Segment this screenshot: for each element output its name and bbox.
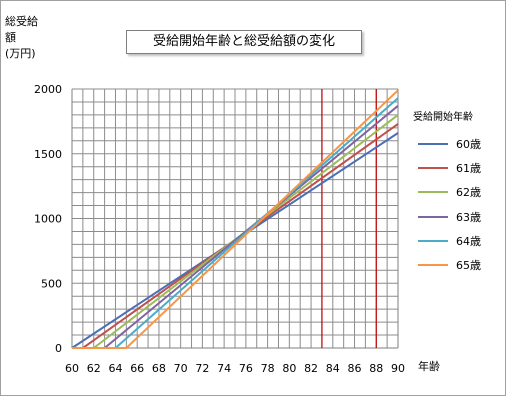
x-tick-label: 70 — [174, 362, 188, 375]
series-line — [72, 89, 399, 349]
chart-title: 受給開始年齢と総受給額の変化 — [126, 30, 362, 54]
y-tick-label: 1000 — [34, 213, 62, 226]
x-tick-label: 76 — [239, 362, 253, 375]
legend-item: 65歳 — [418, 253, 481, 277]
x-tick-label: 84 — [326, 362, 340, 375]
x-tick-label: 80 — [282, 362, 296, 375]
legend-item: 63歳 — [418, 205, 481, 229]
legend-label: 65歳 — [456, 259, 481, 273]
legend: 60歳 61歳 62歳 63歳 64歳 65歳 — [418, 132, 481, 277]
x-tick-label: 90 — [391, 362, 405, 375]
legend-swatch — [418, 191, 448, 194]
legend-label: 62歳 — [456, 186, 481, 200]
x-tick-label: 78 — [261, 362, 275, 375]
y-tick-label: 0 — [55, 342, 62, 355]
y-axis-label-line: 総受給 — [5, 15, 38, 28]
y-axis-label: 総受給 額 (万円) — [5, 14, 38, 62]
legend-item: 62歳 — [418, 180, 481, 204]
y-tick-label: 500 — [41, 277, 62, 290]
legend-swatch — [418, 264, 448, 267]
legend-label: 60歳 — [456, 138, 481, 152]
legend-label: 63歳 — [456, 210, 481, 224]
x-tick-label: 82 — [304, 362, 318, 375]
legend-label: 61歳 — [456, 162, 481, 176]
y-tick-label: 2000 — [34, 83, 62, 96]
x-tick-label: 62 — [87, 362, 101, 375]
legend-swatch — [418, 239, 448, 242]
x-tick-label: 86 — [348, 362, 362, 375]
legend-swatch — [418, 215, 448, 218]
legend-label: 64歳 — [456, 234, 481, 248]
x-tick-label: 72 — [195, 362, 209, 375]
x-tick-label: 60 — [65, 362, 79, 375]
x-axis-label: 年齢 — [418, 360, 440, 373]
x-tick-label: 68 — [152, 362, 166, 375]
x-tick-label: 64 — [108, 362, 122, 375]
x-tick-label: 74 — [217, 362, 231, 375]
x-tick-label: 88 — [369, 362, 383, 375]
legend-swatch — [418, 143, 448, 146]
y-tick-label: 1500 — [34, 148, 62, 161]
y-axis-label-line: (万円) — [5, 47, 36, 60]
legend-item: 60歳 — [418, 132, 481, 156]
legend-swatch — [418, 167, 448, 170]
legend-title: 受給開始年齢 — [413, 112, 473, 123]
legend-item: 64歳 — [418, 229, 481, 253]
x-tick-label: 66 — [130, 362, 144, 375]
legend-item: 61歳 — [418, 156, 481, 180]
y-axis-label-line: 額 — [5, 31, 16, 44]
